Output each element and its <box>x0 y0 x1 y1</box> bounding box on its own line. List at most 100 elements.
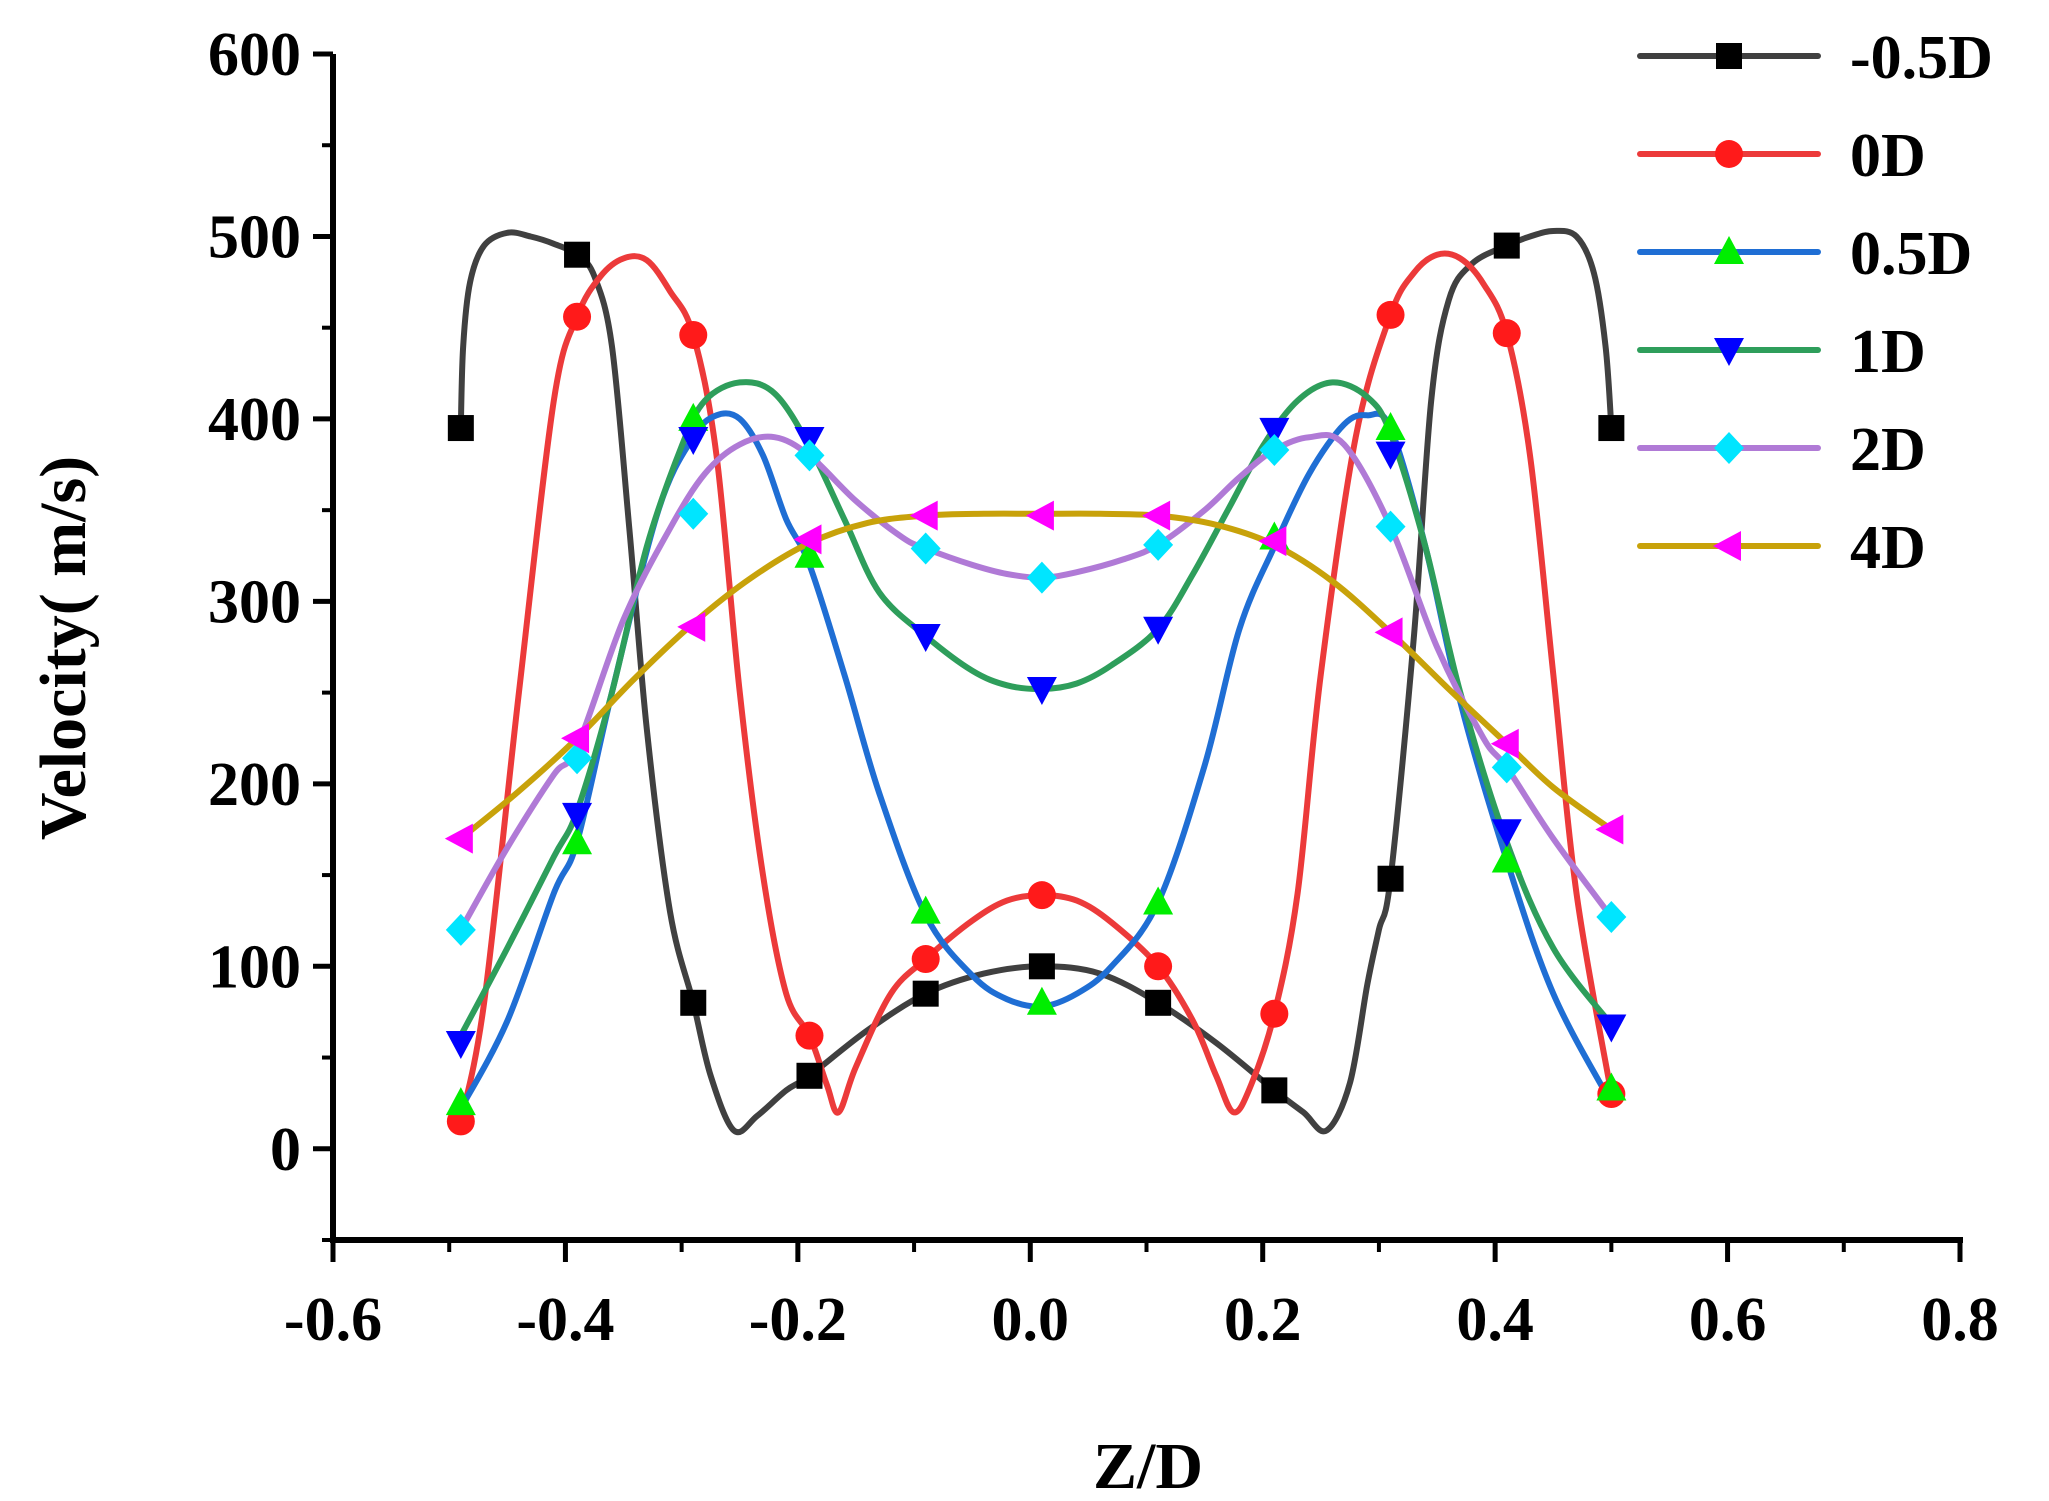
data-point <box>910 895 941 924</box>
data-point <box>445 913 476 946</box>
y-tick-label: 500 <box>208 203 301 271</box>
data-point <box>1028 953 1055 980</box>
legend-item: -0.5D <box>1637 24 1993 92</box>
data-point <box>1025 500 1054 531</box>
data-point <box>1493 232 1520 259</box>
series-markers-0.5D <box>445 402 1627 1116</box>
series-markers-0D <box>446 300 1626 1136</box>
data-point <box>1491 819 1522 848</box>
series-markers-2D <box>445 433 1627 946</box>
data-point <box>1491 751 1522 784</box>
data-point <box>562 802 593 831</box>
x-tick-label: 0.6 <box>1689 1286 1767 1354</box>
data-point <box>1596 1014 1627 1043</box>
data-point <box>563 302 592 331</box>
data-point <box>794 439 825 472</box>
data-point <box>445 1030 476 1059</box>
x-tick-label: -0.4 <box>516 1286 614 1354</box>
legend-label: 0.5D <box>1850 220 1972 288</box>
data-point <box>444 823 473 854</box>
data-point <box>910 624 941 653</box>
data-point <box>793 524 822 555</box>
series-line <box>457 227 1615 1136</box>
data-point <box>1259 417 1290 446</box>
legend-label: -0.5D <box>1850 24 1993 92</box>
legend-label: 0D <box>1850 122 1926 190</box>
data-point <box>561 723 590 754</box>
data-point <box>1596 1072 1627 1101</box>
x-axis-title: Z/D <box>1093 1430 1203 1501</box>
data-point <box>1259 433 1290 466</box>
legend-label: 2D <box>1850 416 1926 484</box>
data-point <box>1027 881 1056 910</box>
data-point <box>678 497 709 530</box>
data-point <box>445 1087 476 1116</box>
series-2D <box>457 431 1615 933</box>
y-tick-label: 400 <box>208 386 301 454</box>
data-point <box>562 826 593 855</box>
data-point <box>1026 561 1057 594</box>
y-tick-label: 600 <box>208 21 301 89</box>
data-point <box>911 945 940 974</box>
series-line <box>457 431 1615 933</box>
legend-item: 2D <box>1637 416 1926 484</box>
data-point <box>1144 952 1173 981</box>
data-point <box>1258 526 1287 557</box>
data-point <box>1261 1077 1288 1104</box>
legend-label: 4D <box>1850 514 1926 582</box>
data-point <box>1143 528 1174 561</box>
data-point <box>1595 814 1624 845</box>
data-point <box>1491 844 1522 873</box>
y-tick-label: 100 <box>208 933 301 1001</box>
legend-marker <box>1714 432 1744 464</box>
data-point <box>1026 676 1057 705</box>
legend-marker <box>1715 140 1743 168</box>
data-point <box>910 532 941 565</box>
x-tick-label: 0.4 <box>1456 1286 1534 1354</box>
legend-marker <box>1714 338 1744 366</box>
legend-marker <box>1714 236 1744 264</box>
y-ticks: 0 100 200 300 400 500 600 <box>208 21 333 1242</box>
data-point <box>1492 319 1521 348</box>
y-tick-label: 0 <box>270 1116 301 1184</box>
series-line <box>457 379 1615 1039</box>
data-point <box>1375 441 1406 470</box>
data-point <box>1374 617 1403 648</box>
data-point <box>1377 865 1404 892</box>
x-tick-label: -0.2 <box>749 1286 847 1354</box>
data-point <box>678 426 709 455</box>
legend-marker <box>1716 43 1742 69</box>
legend-item: 1D <box>1637 318 1926 386</box>
legend-item: 0D <box>1637 122 1926 190</box>
data-point <box>1026 986 1057 1015</box>
data-point <box>796 1062 823 1089</box>
x-tick-label: 0.8 <box>1921 1286 1999 1354</box>
data-point <box>677 611 706 642</box>
data-point <box>1143 886 1174 915</box>
data-point <box>794 539 825 568</box>
data-point <box>1490 728 1519 759</box>
data-point <box>1598 415 1625 442</box>
data-point <box>564 241 591 268</box>
y-tick-label: 300 <box>208 568 301 636</box>
legend-item: 0.5D <box>1637 220 1972 288</box>
plot-area <box>330 54 1963 1243</box>
series-layer <box>444 227 1627 1136</box>
x-tick-label: 0.0 <box>992 1286 1070 1354</box>
series-markers-1D <box>445 417 1627 1059</box>
legend-label: 1D <box>1850 318 1926 386</box>
data-point <box>1145 989 1172 1016</box>
data-point <box>1596 901 1627 934</box>
data-point <box>909 500 938 531</box>
data-point <box>447 415 474 442</box>
x-ticks: -0.6 -0.4 -0.2 0.0 0.2 0.4 0.6 0.8 <box>284 1240 1999 1354</box>
data-point <box>1376 300 1405 329</box>
series-markers--0.5D <box>447 232 1625 1104</box>
data-point <box>1142 500 1171 531</box>
legend: -0.5D 0D 0.5D 1D 2D 4D <box>1637 24 1993 582</box>
legend-marker <box>1713 531 1741 561</box>
data-point <box>1375 412 1406 441</box>
series--0.5D <box>457 227 1615 1136</box>
data-point <box>1375 510 1406 543</box>
